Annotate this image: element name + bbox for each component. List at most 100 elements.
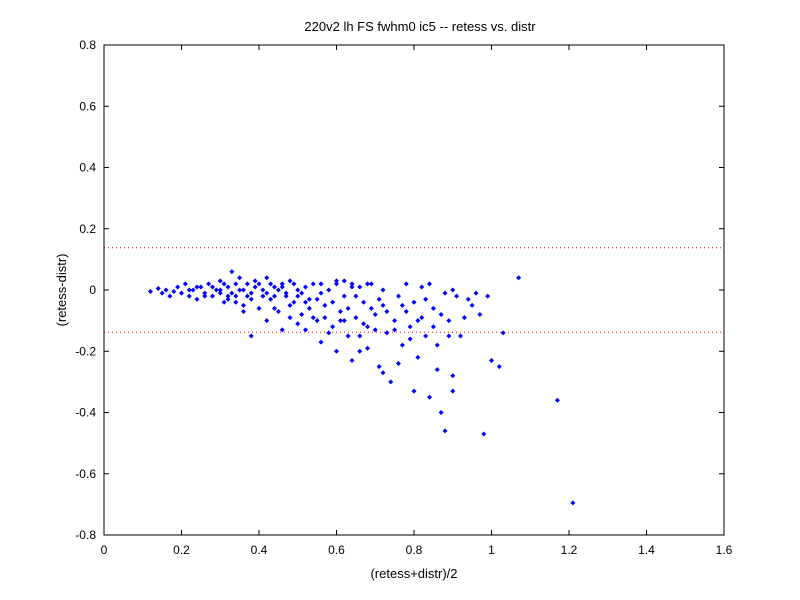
data-point: [272, 284, 277, 290]
data-point: [210, 293, 215, 299]
data-point: [159, 290, 165, 296]
data-point: [345, 333, 351, 339]
y-axis-ticks: 0.8 0.6 0.4 0.2 0 -0.2 -0.4 -0.6 -0.8: [75, 38, 724, 542]
data-point: [353, 293, 359, 299]
data-point: [248, 333, 254, 339]
data-point: [314, 296, 320, 302]
data-point: [399, 342, 405, 348]
data-point: [430, 305, 436, 311]
data-point: [229, 269, 235, 275]
data-point: [337, 318, 343, 324]
chart-title: 220v2 lh FS fwhm0 ic5 -- retess vs. dist…: [304, 19, 536, 34]
x-axis-label: (retess+distr)/2: [370, 566, 457, 581]
y-tick-label: 0.6: [79, 99, 96, 113]
y-tick-label: 0.4: [79, 161, 96, 175]
data-point: [225, 296, 231, 302]
data-point: [264, 275, 270, 281]
data-point: [334, 278, 339, 284]
data-point: [485, 293, 491, 299]
data-point: [396, 293, 401, 299]
data-point: [496, 364, 502, 370]
data-point: [283, 290, 289, 296]
data-point: [469, 302, 475, 308]
data-point: [361, 321, 367, 327]
data-point: [349, 281, 355, 287]
data-point: [291, 299, 297, 305]
data-point: [244, 293, 250, 299]
data-point: [167, 293, 173, 299]
data-point: [434, 367, 440, 373]
y-tick-label: 0.8: [79, 38, 96, 52]
data-point: [434, 342, 440, 348]
data-point: [349, 357, 355, 363]
data-point: [264, 290, 270, 296]
data-point: [241, 308, 246, 314]
data-point: [179, 290, 184, 296]
data-point: [275, 287, 281, 293]
data-point: [357, 348, 363, 354]
data-point: [237, 275, 243, 281]
data-point: [299, 312, 305, 317]
x-tick-label: 0.2: [173, 543, 190, 557]
data-point: [427, 394, 432, 400]
data-point: [279, 284, 285, 290]
y-tick-label: 0.2: [79, 222, 96, 236]
data-point: [303, 284, 308, 290]
data-point: [233, 293, 239, 299]
data-point: [295, 287, 301, 293]
data-point: [330, 324, 336, 330]
data-point: [175, 284, 181, 290]
data-point: [334, 348, 339, 354]
data-point: [411, 388, 417, 394]
data-point: [279, 281, 285, 287]
data-point: [399, 302, 405, 308]
data-point: [283, 293, 289, 299]
y-tick-label: -0.6: [75, 467, 96, 481]
data-point: [481, 431, 487, 437]
data-point: [396, 361, 401, 366]
data-point: [210, 284, 215, 290]
data-point: [388, 379, 394, 385]
plot-area-frame: [103, 44, 725, 536]
data-point: [473, 290, 479, 296]
data-point: [450, 373, 456, 379]
data-point: [392, 327, 398, 333]
data-point: [213, 287, 219, 293]
data-point: [306, 296, 312, 302]
data-point: [450, 388, 456, 394]
data-point: [295, 321, 301, 327]
data-point: [430, 324, 436, 330]
data-point: [438, 410, 444, 415]
data-point: [372, 312, 378, 317]
data-point: [450, 287, 456, 293]
data-point: [570, 500, 576, 506]
data-point: [407, 324, 413, 330]
x-tick-label: 0: [101, 543, 108, 557]
data-point: [345, 305, 351, 311]
data-point: [260, 293, 266, 299]
data-point: [442, 428, 448, 434]
data-point: [252, 284, 258, 290]
x-tick-label: 1.4: [638, 543, 655, 557]
data-point: [554, 397, 560, 403]
data-point: [241, 302, 246, 308]
data-point: [380, 302, 386, 308]
data-point: [415, 318, 421, 324]
data-point: [233, 281, 239, 287]
data-point: [489, 357, 494, 363]
data-point: [458, 333, 463, 339]
data-point: [295, 293, 301, 299]
y-tick-label: -0.4: [75, 406, 96, 420]
data-point: [148, 289, 153, 295]
data-point: [202, 293, 208, 299]
data-point: [217, 287, 223, 293]
data-point: [229, 290, 235, 296]
data-point: [407, 336, 413, 342]
data-point: [341, 293, 347, 299]
data-point: [217, 278, 223, 284]
data-point: [341, 278, 347, 284]
data-point: [330, 299, 336, 305]
data-point: [287, 315, 293, 321]
data-point: [326, 287, 332, 293]
x-tick-label: 0.4: [251, 543, 268, 557]
